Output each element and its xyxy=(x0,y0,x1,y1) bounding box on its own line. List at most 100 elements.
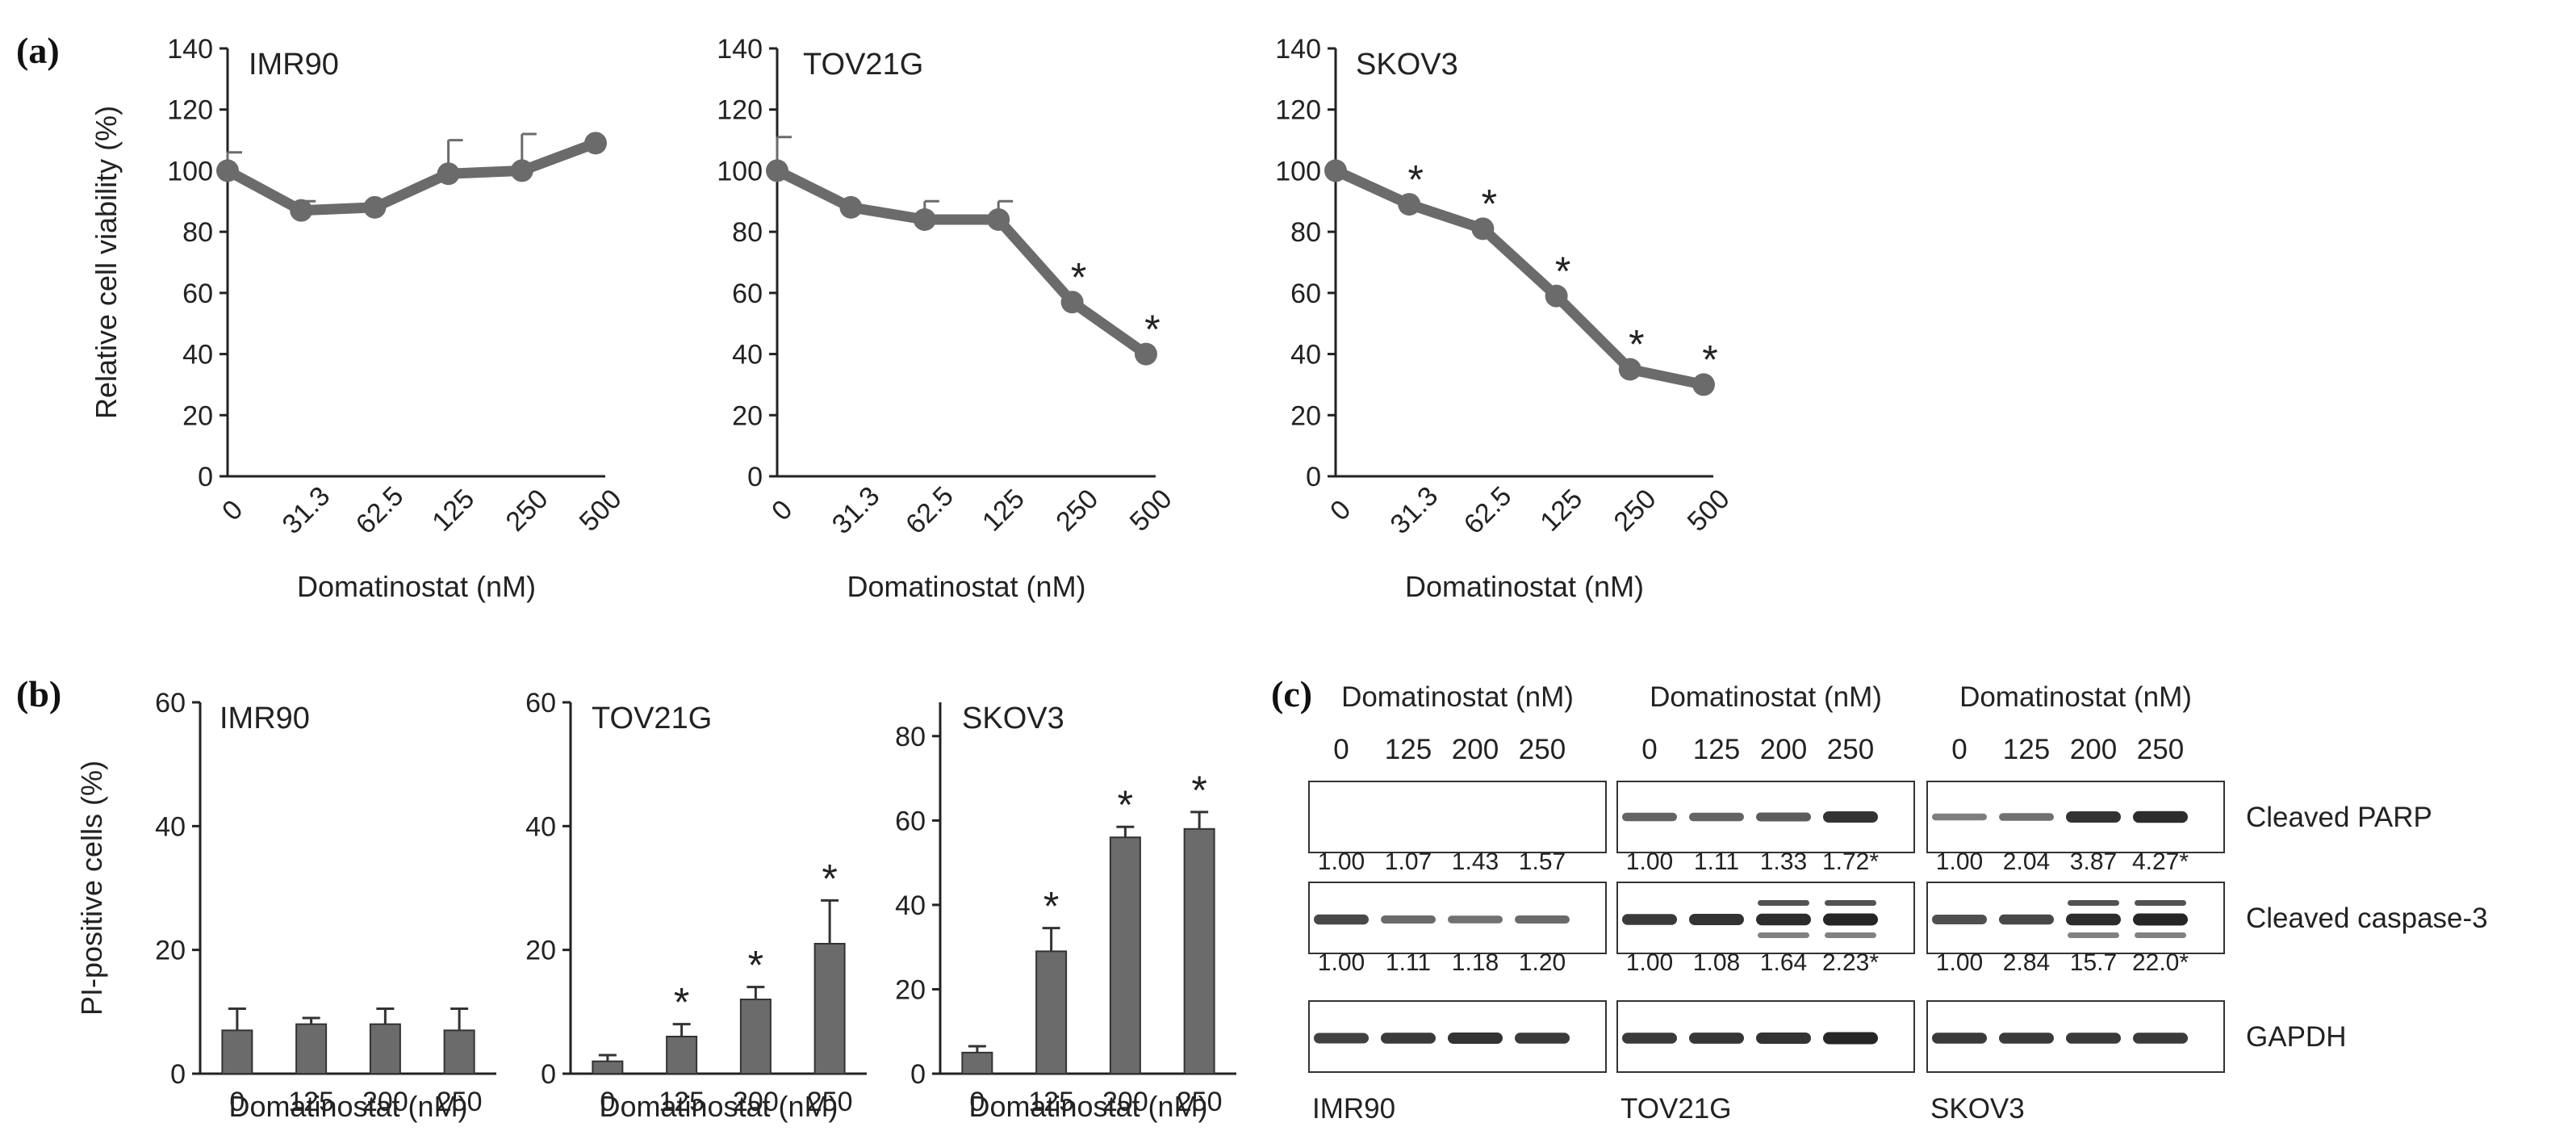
significance-star: * xyxy=(1629,322,1644,367)
cell-line-label: SKOV3 xyxy=(1930,1093,2025,1125)
bar xyxy=(295,1023,328,1074)
y-tick-label: 80 xyxy=(182,217,213,248)
data-point xyxy=(913,208,936,231)
x-tick-label: 0 xyxy=(766,494,798,526)
casp3-quant-value: 22.0* xyxy=(2132,949,2189,976)
panel-letter-c: (c) xyxy=(1271,673,1312,714)
lane-label: 200 xyxy=(1760,734,1807,765)
band-lower xyxy=(1825,932,1876,938)
data-point xyxy=(1060,291,1084,314)
y-tick-label: 120 xyxy=(167,95,213,126)
casp3-quant-value: 2.23* xyxy=(1822,949,1879,976)
y-tick-label: 20 xyxy=(155,936,186,966)
band xyxy=(1756,913,1811,926)
bar xyxy=(1109,836,1141,1074)
parp-quant-value: 3.87 xyxy=(2070,848,2117,875)
x-tick-label: 250 xyxy=(500,484,554,538)
band-upper xyxy=(1758,900,1809,906)
x-tick-label: 125 xyxy=(1534,484,1588,538)
significance-star: * xyxy=(748,943,763,988)
band xyxy=(1622,914,1677,925)
casp3-quant-value: 15.7 xyxy=(2070,949,2117,976)
y-tick-label: 60 xyxy=(155,688,186,718)
y-tick-label: 60 xyxy=(895,806,926,836)
x-tick-label: 200 xyxy=(733,1087,779,1117)
significance-star: * xyxy=(1555,249,1570,294)
band xyxy=(1999,813,2054,821)
chart-title: IMR90 xyxy=(249,48,339,82)
x-axis-title: Domatinostat (nM) xyxy=(228,1090,467,1123)
band xyxy=(1622,812,1677,822)
y-tick-label: 40 xyxy=(182,340,213,371)
y-tick-label: 80 xyxy=(1290,217,1321,248)
casp3-quant-value: 1.08 xyxy=(1693,949,1740,976)
bar xyxy=(592,1060,624,1074)
band xyxy=(1448,915,1503,924)
y-tick-label: 20 xyxy=(732,400,763,431)
band xyxy=(1932,1033,1987,1044)
band xyxy=(1689,1033,1744,1044)
band-upper xyxy=(1825,900,1876,906)
band-label: Cleaved PARP xyxy=(2246,802,2432,833)
lane-label: 250 xyxy=(1519,734,1566,765)
band-upper xyxy=(2135,900,2186,906)
band xyxy=(2066,913,2121,926)
lane-label: 0 xyxy=(1641,734,1657,765)
data-point xyxy=(987,208,1010,231)
panel-letter-b: (b) xyxy=(16,673,61,714)
bar xyxy=(221,1029,253,1075)
band xyxy=(1381,1033,1436,1044)
casp3-quant-value: 1.18 xyxy=(1452,949,1499,976)
band xyxy=(1932,813,1987,821)
bar xyxy=(369,1023,401,1074)
cell-line-label: TOV21G xyxy=(1620,1093,1731,1125)
x-tick-label: 125 xyxy=(426,484,480,538)
chart-title: SKOV3 xyxy=(1356,48,1458,82)
band xyxy=(1381,915,1436,924)
x-tick-label: 125 xyxy=(976,484,1031,538)
y-tick-label: 60 xyxy=(732,279,763,309)
bar xyxy=(739,999,772,1074)
band xyxy=(1314,1033,1369,1044)
x-tick-label: 125 xyxy=(659,1087,705,1117)
significance-star: * xyxy=(1191,768,1206,813)
band xyxy=(1448,1033,1503,1044)
significance-star: * xyxy=(1071,254,1086,300)
series-line xyxy=(1330,165,1709,390)
data-point xyxy=(1692,373,1715,396)
bar xyxy=(443,1029,475,1075)
y-tick-label: 20 xyxy=(182,400,213,431)
lane-label: 0 xyxy=(1333,734,1349,765)
significance-star: * xyxy=(822,856,837,901)
x-tick-label: 500 xyxy=(574,484,628,538)
x-tick-label: 62.5 xyxy=(350,480,410,540)
x-axis-title: Domatinostat (nM) xyxy=(297,570,536,603)
chart-title: IMR90 xyxy=(220,702,310,735)
data-point xyxy=(510,159,533,182)
y-tick-label: 40 xyxy=(525,811,556,842)
band-label: GAPDH xyxy=(2246,1021,2346,1053)
bar xyxy=(1035,950,1068,1074)
parp-quant-value: 1.33 xyxy=(1760,848,1807,875)
band-lower xyxy=(1758,932,1809,938)
x-tick-label: 62.5 xyxy=(1458,480,1518,540)
band xyxy=(1823,913,1878,926)
band xyxy=(1999,1033,2054,1044)
x-tick-label: 250 xyxy=(807,1087,853,1117)
x-axis-title: Domatinostat (nM) xyxy=(1405,570,1644,603)
band xyxy=(2133,811,2188,823)
parp-quant-value: 4.27* xyxy=(2132,848,2189,875)
significance-star: * xyxy=(1482,182,1497,227)
data-point xyxy=(437,162,460,186)
band-lower xyxy=(2068,932,2119,938)
lane-label: 200 xyxy=(1452,734,1499,765)
bar xyxy=(666,1036,698,1074)
band xyxy=(1823,811,1878,823)
blot-SKOV3: Domatinostat (nM) 0 125 200 250 1.00 2.04 3.87 4… xyxy=(1926,681,2225,1125)
data-point xyxy=(1471,217,1495,241)
series-line xyxy=(222,137,601,216)
significance-star: * xyxy=(1407,157,1423,202)
